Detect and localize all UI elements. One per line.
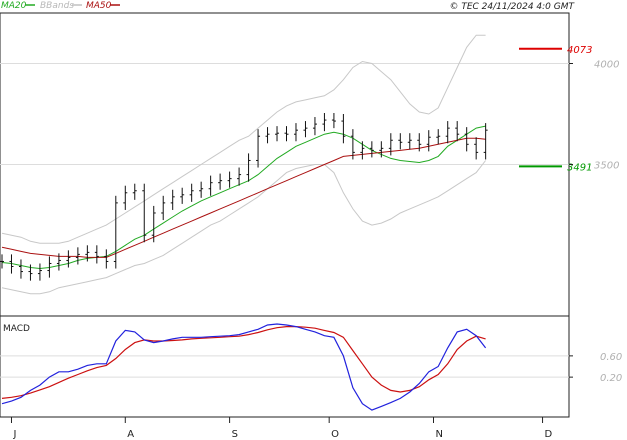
price-bar	[407, 133, 412, 150]
price-bar	[350, 129, 355, 160]
price-levels: 4073 3491	[519, 45, 592, 173]
price-bar	[379, 141, 384, 158]
price-bar	[436, 129, 441, 145]
price-bar	[360, 141, 365, 160]
macd-lines	[1, 323, 487, 411]
legend: MA20 BBands MA50	[1, 1, 120, 11]
legend-bbands-label: BBands	[40, 1, 74, 11]
bb-lower-line	[1, 160, 486, 295]
x-tick-label-3: O	[331, 429, 339, 440]
ma50-line	[1, 137, 486, 258]
price-tick-label-0: 4000	[594, 60, 619, 71]
macd-label: MACD	[3, 324, 30, 334]
price-bar	[0, 254, 4, 269]
price-bar	[275, 126, 280, 142]
price-bar	[474, 137, 479, 160]
price-bar	[113, 195, 118, 269]
price-bar	[132, 183, 137, 200]
price-bar	[104, 249, 109, 269]
price-bar	[426, 130, 431, 152]
x-tick-label-1: A	[127, 429, 134, 440]
price-bar	[199, 181, 204, 198]
price-bar	[265, 127, 270, 144]
price-bars	[0, 112, 488, 281]
price-bar	[331, 112, 336, 129]
legend-ma20-label: MA20	[1, 1, 27, 11]
price-bar	[369, 141, 374, 158]
bollinger-bands	[1, 34, 486, 295]
price-bar	[341, 114, 346, 144]
price-bar	[464, 127, 469, 152]
macd-tick-label-1: 0.20	[600, 373, 622, 384]
x-tick-label-2: S	[232, 429, 238, 440]
price-bar	[303, 121, 308, 138]
price-bar	[388, 133, 393, 156]
price-bar	[180, 187, 185, 204]
price-bar	[322, 112, 327, 132]
price-bar	[94, 245, 99, 264]
price-bar	[417, 133, 422, 152]
price-bar	[189, 183, 194, 202]
x-tick-label-4: N	[435, 429, 442, 440]
price-bar	[246, 153, 251, 182]
price-bar	[312, 117, 317, 136]
price-bar	[9, 254, 14, 274]
price-bar	[18, 259, 23, 279]
y-axis-ticks: 4000 3500 0.60 0.20	[569, 60, 622, 384]
x-tick-label-0: J	[12, 429, 16, 440]
macd-line	[1, 323, 487, 411]
price-bar	[218, 173, 223, 190]
price-bar	[293, 123, 298, 142]
price-bar	[37, 263, 42, 281]
price-bar	[483, 123, 488, 160]
price-tick-label-1: 3500	[594, 161, 619, 172]
support-label: 3491	[567, 162, 592, 173]
price-bar	[227, 171, 232, 188]
price-bar	[170, 189, 175, 210]
price-bar	[161, 195, 166, 221]
legend-ma50-label: MA50	[86, 1, 112, 11]
price-bar	[398, 133, 403, 150]
price-bar	[47, 256, 52, 278]
grid-lines	[0, 63, 569, 378]
price-bar	[151, 205, 156, 243]
price-bar	[284, 126, 289, 142]
x-tick-label-5: D	[545, 429, 553, 440]
price-bar	[123, 185, 128, 210]
price-bar	[28, 264, 33, 281]
price-bar	[56, 253, 61, 271]
price-bar	[142, 183, 147, 243]
resistance-label: 4073	[567, 45, 592, 56]
price-bar	[85, 245, 90, 262]
price-bar	[445, 121, 450, 144]
macd-signal-line	[1, 326, 486, 399]
bb-upper-line	[1, 34, 486, 244]
price-bar	[237, 167, 242, 186]
copyright-text: © TEC 24/11/2024 4:0 GMT	[449, 2, 575, 12]
price-bar	[208, 175, 213, 196]
macd-tick-label-0: 0.60	[600, 352, 622, 363]
price-bar	[66, 250, 71, 268]
price-bar	[455, 121, 460, 142]
moving-averages	[1, 125, 486, 270]
price-bar	[75, 247, 80, 265]
price-bar	[256, 129, 261, 168]
ma20-line	[1, 125, 486, 270]
